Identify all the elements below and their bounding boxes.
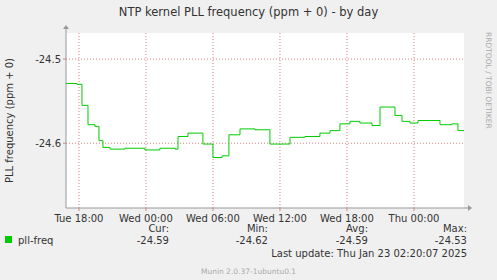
x-grid-line [145, 33, 146, 208]
stat-label: Cur: [148, 223, 169, 234]
legend-label: pll-freq [18, 235, 53, 246]
last-update: Last update: Thu Jan 23 02:20:07 2025 [271, 248, 467, 259]
x-tick-label: Wed 06:00 [186, 213, 240, 224]
x-tick-label: Thu 00:00 [388, 213, 440, 224]
x-axis-arrow [468, 205, 472, 211]
background [0, 0, 497, 280]
side-text: RRDTOOL / TOBI OETIKER [484, 32, 493, 129]
x-axis [66, 208, 468, 209]
title: NTP kernel PLL frequency (ppm + 0) - by … [119, 5, 379, 19]
y-axis [66, 29, 67, 208]
stat-label: Min: [247, 223, 268, 234]
x-grid-line [346, 33, 347, 208]
series-line [66, 83, 464, 157]
stat-label: Max: [443, 223, 467, 234]
legend-swatch [5, 236, 12, 243]
y-tick-label: -24.5 [35, 54, 61, 65]
stat-value: -24.59 [336, 235, 368, 246]
y-tick-label: -24.6 [35, 138, 61, 149]
footer: Munin 2.0.37-1ubuntu0.1 [201, 267, 296, 276]
plot-group [66, 83, 464, 157]
chart: NTP kernel PLL frequency (ppm + 0) - by … [0, 0, 497, 280]
stat-label: Avg: [346, 223, 368, 234]
x-tick-label: Tue 18:00 [53, 213, 103, 224]
y-grid-line [66, 59, 464, 60]
y-axis-arrow [63, 25, 69, 29]
plot-area [66, 33, 464, 208]
y-axis-label: PLL frequency (ppm + 0) [4, 58, 15, 183]
stat-value: -24.62 [236, 235, 268, 246]
y-grid-line [66, 143, 464, 144]
stat-value: -24.59 [137, 235, 169, 246]
stat-value: -24.53 [435, 235, 467, 246]
